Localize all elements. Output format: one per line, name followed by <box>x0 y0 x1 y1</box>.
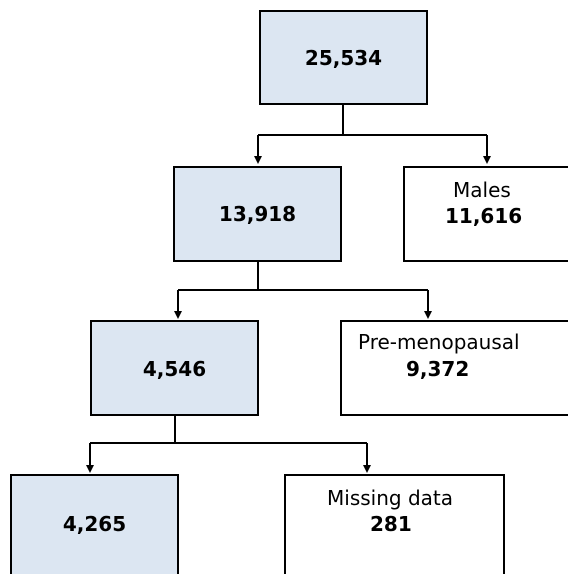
connector-3 <box>86 415 371 473</box>
total-count: 25,534 <box>304 46 383 70</box>
connector-2 <box>174 261 432 319</box>
females-count: 13,918 <box>218 202 297 226</box>
males-count: 11,616 <box>445 204 523 228</box>
premenopausal-count: 9,372 <box>406 357 470 381</box>
total-box: 25,534 <box>259 10 428 105</box>
postmenopausal-box: 4,546 <box>90 320 259 416</box>
final-box: 4,265 <box>10 474 179 574</box>
connector-1 <box>254 104 491 164</box>
females-box: 13,918 <box>173 166 342 262</box>
missing-count: 281 <box>370 512 412 536</box>
premenopausal-box: Pre-menopausal 9,372 <box>340 320 568 416</box>
final-count: 4,265 <box>62 512 127 536</box>
males-box: Males 11,616 <box>403 166 568 262</box>
missing-label: Missing data <box>327 486 453 510</box>
premenopausal-label: Pre-menopausal <box>358 330 520 354</box>
postmenopausal-count: 4,546 <box>142 357 207 381</box>
missing-box: Missing data 281 <box>284 474 505 574</box>
males-label: Males <box>453 178 511 202</box>
